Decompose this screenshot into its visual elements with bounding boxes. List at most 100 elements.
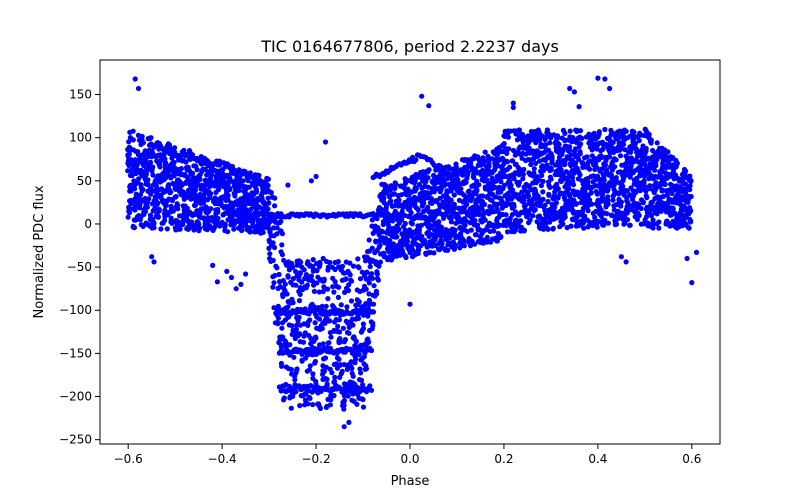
data-point [132,76,138,82]
data-point [574,201,580,207]
data-point [300,339,307,345]
data-point [543,142,549,148]
data-point [360,396,366,403]
data-point [618,203,624,209]
data-point [378,207,384,213]
x-tick-label: 0.4 [588,452,607,466]
data-point [510,104,516,111]
data-point [444,190,450,196]
data-point [357,366,363,372]
data-point [316,289,322,295]
data-point [539,172,545,178]
data-point [151,225,157,231]
data-point [516,127,523,133]
data-point [366,280,372,286]
data-point [641,178,647,184]
data-point [201,192,207,198]
data-point [613,221,620,227]
data-point [509,158,515,164]
data-point [327,259,333,266]
data-point [266,200,272,206]
data-point [527,217,533,223]
data-point [511,175,517,182]
data-point [260,229,266,235]
data-point [231,167,237,173]
data-point [646,176,652,182]
data-point [509,187,516,193]
data-point [465,169,471,175]
x-axis-label: Phase [391,474,430,489]
data-point [464,175,470,181]
data-point [506,146,512,152]
data-point [322,139,329,145]
data-point [270,257,276,263]
data-point [628,163,634,169]
data-point [562,214,568,220]
x-axis: −0.6 −0.4 −0.2 0.0 0.2 0.4 0.6 [114,444,701,466]
data-point [350,263,357,269]
data-point [562,162,568,168]
data-point [604,211,610,217]
data-point [588,190,594,196]
data-point [325,267,331,273]
data-point [598,207,604,213]
data-point [321,278,327,284]
data-point [548,167,554,173]
data-point [387,237,393,244]
data-point [409,221,415,227]
data-point [298,259,304,265]
data-point [533,160,539,166]
data-point [215,215,221,221]
data-point [137,192,144,198]
data-point [375,277,381,283]
data-point [451,192,457,198]
data-point [210,227,216,233]
data-point [575,168,581,174]
data-point [540,189,546,195]
data-point [549,155,555,161]
data-point [363,366,370,372]
data-point [511,171,518,177]
data-point [620,183,626,189]
data-point [537,137,543,143]
data-point [327,402,333,408]
data-point [602,217,608,223]
y-tick-label: −250 [59,433,92,447]
data-point [437,189,443,195]
data-point [624,188,630,194]
data-point [575,176,582,182]
data-point [445,247,451,253]
x-tick-label: 0.2 [494,452,513,466]
data-point [422,179,428,185]
data-point [336,317,342,323]
data-point [337,362,344,368]
data-point [367,383,373,389]
data-point [285,304,291,310]
data-point [331,393,337,399]
data-point [294,366,300,372]
data-point [492,184,498,190]
data-point [532,207,538,213]
data-point [172,145,178,151]
data-point [591,130,597,136]
data-point [323,303,329,309]
data-point [239,227,245,234]
data-point [572,146,579,152]
data-point [528,161,534,168]
data-point [425,204,431,210]
data-point [291,354,297,360]
data-point [510,100,516,106]
data-point [607,154,613,160]
data-point [324,376,330,382]
y-tick-label: 0 [84,217,92,231]
data-point [548,176,554,182]
data-point [689,280,695,286]
data-point [288,366,294,373]
data-point [556,142,562,148]
data-point [458,186,464,192]
x-tick-label: 0.0 [400,452,419,466]
data-point [491,228,497,234]
data-point [253,200,259,206]
data-point [504,229,511,235]
data-point [396,197,402,203]
